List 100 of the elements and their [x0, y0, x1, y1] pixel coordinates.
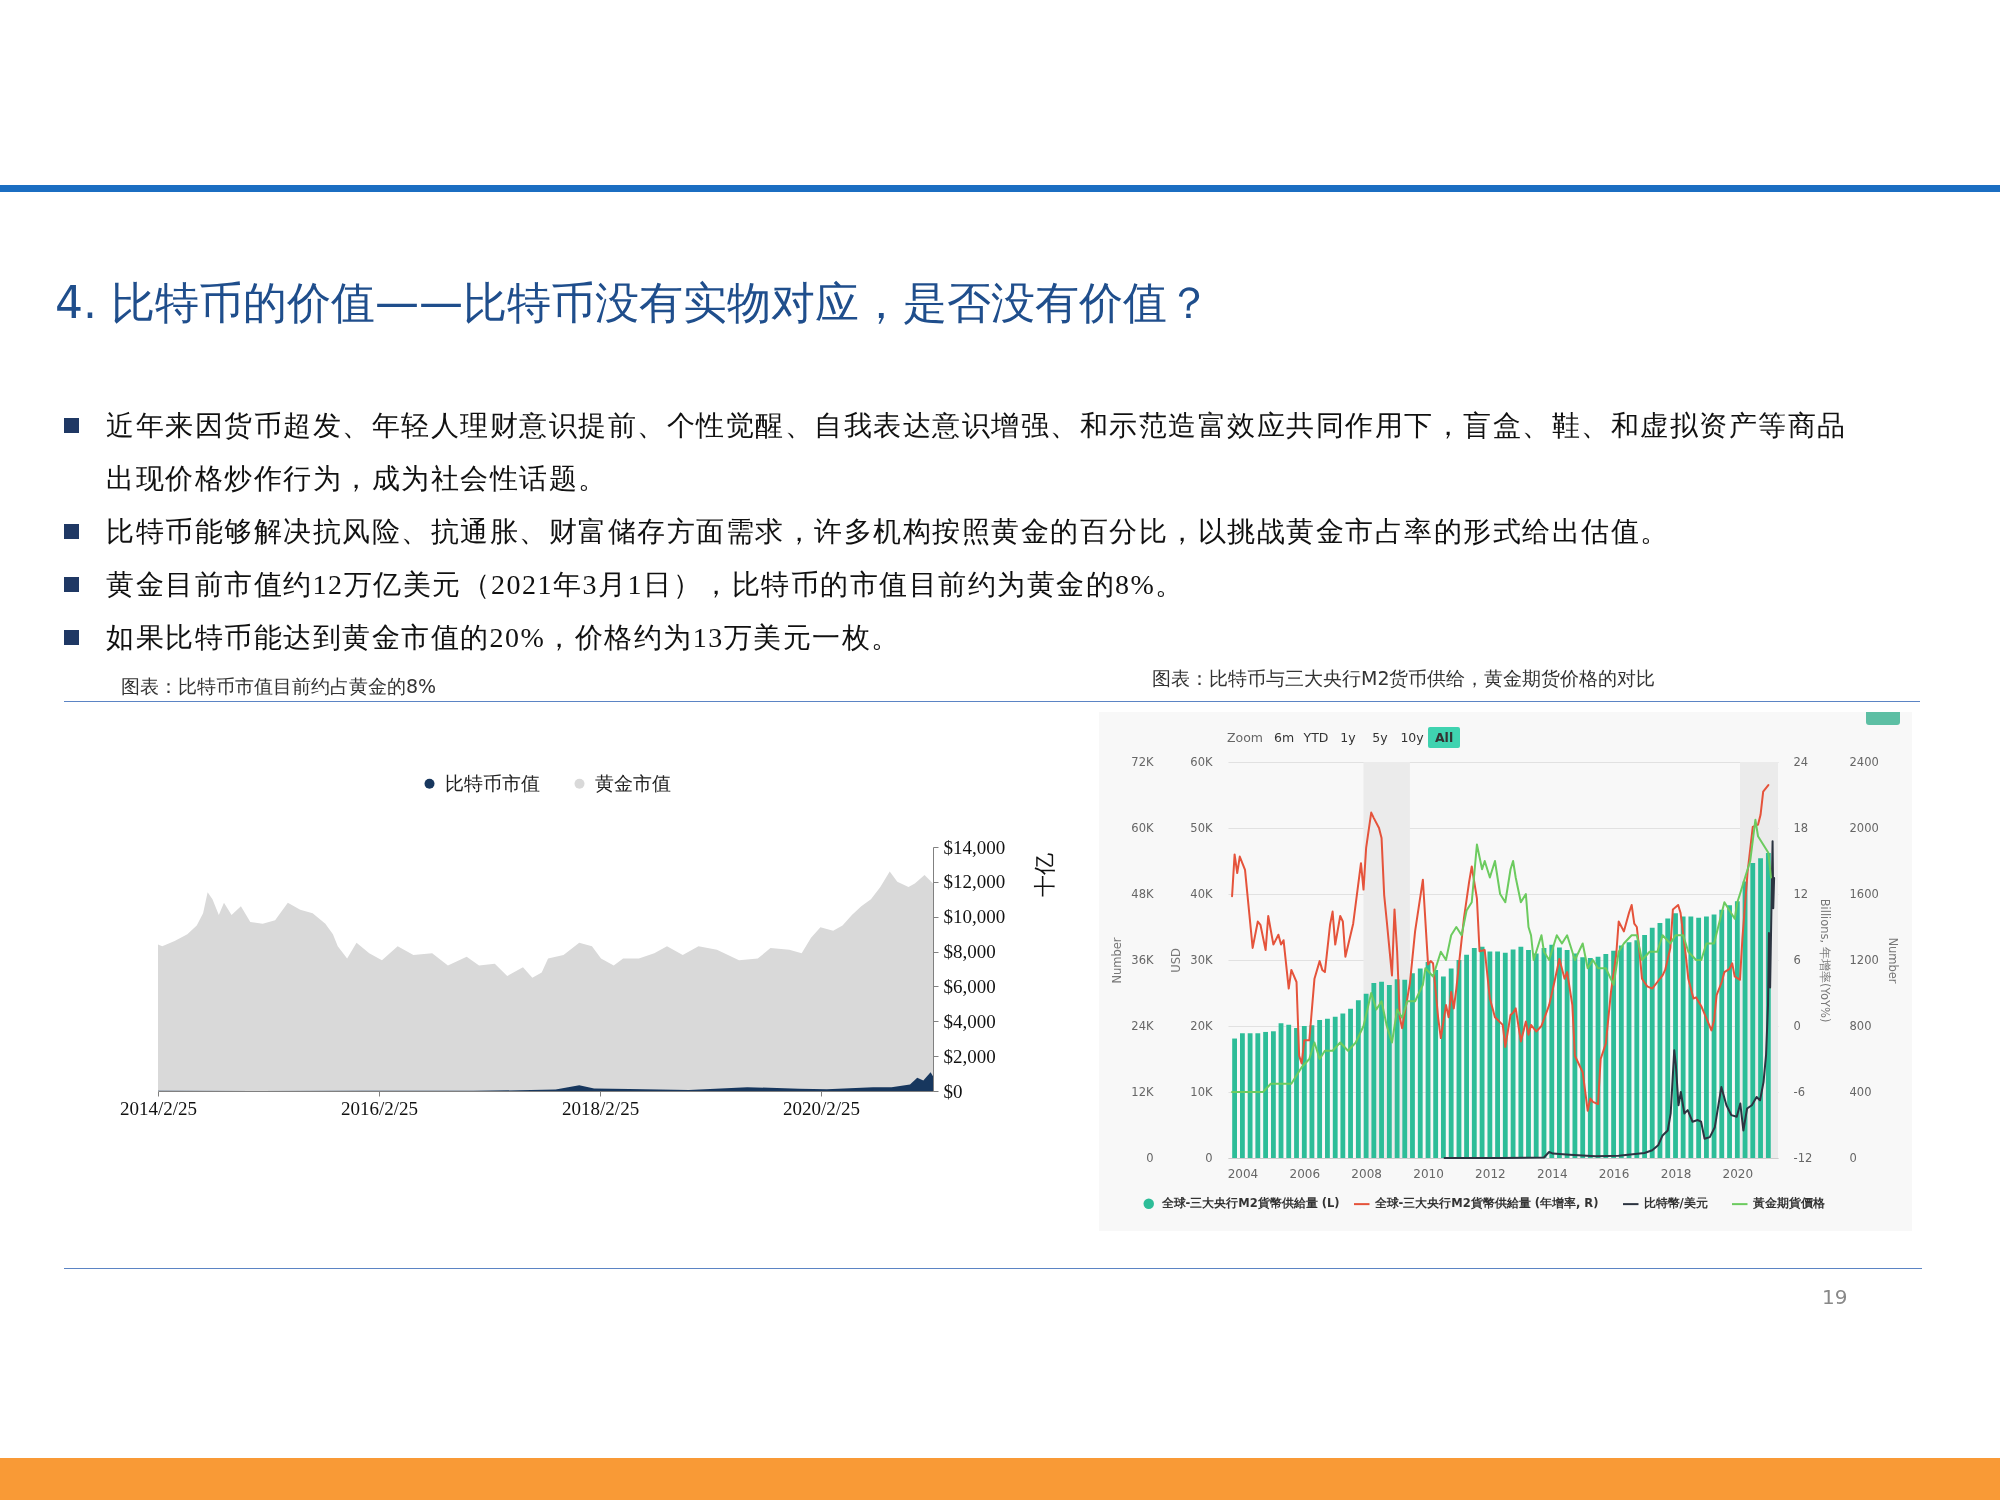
bar	[1704, 916, 1709, 1158]
chart-title: 图表：比特币市值目前约占黄金的8%	[121, 675, 437, 697]
bar	[1549, 944, 1555, 1158]
bar	[1386, 985, 1392, 1158]
bar	[1564, 950, 1570, 1158]
bar	[1634, 940, 1640, 1158]
y-tick-label: $12,000	[943, 871, 1006, 893]
bar	[1719, 909, 1725, 1158]
bar	[1402, 979, 1408, 1158]
y3-tick-label: 2000	[1849, 820, 1879, 835]
bar	[1696, 917, 1702, 1158]
y-tick-label: 10K	[1190, 1084, 1213, 1099]
y-tick-label: 20K	[1190, 1018, 1213, 1033]
y-tick-label: $10,000	[943, 906, 1006, 928]
bar	[1533, 953, 1539, 1158]
x-tick-label: 2014	[1537, 1166, 1568, 1181]
line-series	[1443, 840, 1776, 1159]
y3-tick-label: 400	[1849, 1084, 1872, 1099]
y3-tick-label: 1200	[1849, 952, 1879, 967]
x-tick-label: 2020/2/25	[783, 1097, 861, 1119]
y-tick-label: 40K	[1190, 886, 1213, 901]
text: 10y	[1399, 729, 1425, 747]
chart-title: 图表：比特币与三大央行M2货币供给，黄金期货价格的对比	[1152, 667, 1656, 689]
y-tick-label: 0	[1146, 1150, 1154, 1165]
bar	[1363, 993, 1369, 1158]
y2-tick-label: 6	[1793, 952, 1801, 967]
y-tick-label: 0	[1205, 1150, 1213, 1165]
y-tick-label: 48K	[1131, 886, 1154, 901]
y-tick-label: $6,000	[943, 975, 996, 997]
x-tick-label: 2016	[1598, 1166, 1630, 1181]
x-tick-label: 2008	[1351, 1166, 1382, 1181]
y3-tick-label: 1600	[1849, 886, 1879, 901]
y-tick-label: 30K	[1190, 952, 1213, 967]
bar	[1433, 969, 1439, 1158]
legend-label: 全球-三大央行M2貨幣供給量 (年增率, R)	[1373, 1196, 1599, 1211]
x-tick-label: 2010	[1413, 1166, 1444, 1181]
y3-tick-label: 0	[1849, 1150, 1857, 1165]
bar	[1587, 958, 1593, 1158]
y2-tick-label: 18	[1793, 820, 1809, 835]
bar	[1487, 951, 1493, 1158]
x-tick-label: 2016/2/25	[340, 1097, 418, 1119]
bar	[1603, 954, 1609, 1158]
bar	[1270, 1031, 1276, 1158]
bar	[1642, 934, 1648, 1158]
y-tick-label: 72K	[1131, 754, 1154, 769]
y-axis-title: 十亿	[1031, 852, 1057, 897]
bar	[1340, 1013, 1346, 1158]
bar	[1348, 1008, 1353, 1158]
bar	[1232, 1038, 1238, 1158]
x-tick-label: 2018	[1660, 1166, 1692, 1181]
bar	[1239, 1033, 1245, 1158]
legend-label: 黄金市值	[595, 771, 671, 794]
line-series	[1231, 784, 1770, 1112]
text: 近年来因货币超发、年轻人理财意识提前、个性觉醒、自我表达意识增强、和示范造富效应共同作用下，盲盒、鞋、和虚拟资产等商品出现价格炒作行为，成为社会性话题。	[106, 409, 1848, 496]
bar	[1417, 968, 1423, 1158]
bar	[1734, 901, 1740, 1158]
line-series	[1231, 818, 1772, 1093]
text: YTD	[1302, 729, 1330, 747]
range-button: All	[1428, 727, 1461, 748]
y2-tick-label: 24	[1793, 754, 1809, 769]
bar	[1301, 1026, 1307, 1158]
y-tick-label: $2,000	[943, 1045, 996, 1067]
bar	[1471, 948, 1477, 1158]
bar	[1464, 954, 1469, 1158]
bar	[1410, 973, 1415, 1158]
legend-label: 全球-三大央行M2貨幣供給量 (L)	[1160, 1195, 1340, 1210]
y3-tick-label: 800	[1849, 1018, 1872, 1033]
legend-label: 黃金期貨價格	[1751, 1196, 1826, 1211]
bar	[1727, 905, 1732, 1158]
x-tick-label: 2006	[1289, 1166, 1321, 1181]
x-tick-label: 2018/2/25	[562, 1097, 640, 1119]
bar	[1371, 983, 1377, 1158]
y-tick-label: 36K	[1131, 952, 1154, 967]
y2-tick-label: -12	[1793, 1150, 1813, 1165]
bar	[1294, 1027, 1299, 1158]
x-tick-label: 2014/2/25	[119, 1097, 198, 1119]
x-tick-label: 2020	[1722, 1166, 1754, 1181]
y3-axis-title: Number	[1885, 937, 1900, 984]
y-tick-label: $14,000	[943, 836, 1006, 858]
bar	[1325, 1018, 1330, 1158]
y2-tick-label: 0	[1793, 1018, 1801, 1033]
bar	[1618, 945, 1624, 1158]
bar	[1556, 947, 1562, 1158]
y-axis-title: Number	[1110, 937, 1125, 984]
text: 4. 比特币的价值——比特币没有实物对应，是否没有价值？	[55, 276, 1211, 330]
bar	[1440, 976, 1446, 1158]
y-tick-label: $0	[943, 1080, 963, 1102]
bar	[1263, 1031, 1269, 1158]
y-axis-title: USD	[1169, 948, 1184, 973]
bar	[1355, 1000, 1361, 1158]
text: 5y	[1371, 729, 1389, 747]
bar	[1526, 950, 1531, 1158]
bar	[1247, 1033, 1253, 1158]
bar	[1649, 927, 1655, 1158]
text: 黄金目前市值约12万亿美元（2021年3月1日），比特币的市值目前约为黄金的8%。	[106, 568, 1186, 602]
bar	[1332, 1016, 1338, 1158]
legend-label: 比特幣/美元	[1643, 1196, 1708, 1211]
y-tick-label: 50K	[1190, 820, 1213, 835]
y-tick-label: 12K	[1131, 1084, 1154, 1099]
bar	[1758, 858, 1763, 1158]
